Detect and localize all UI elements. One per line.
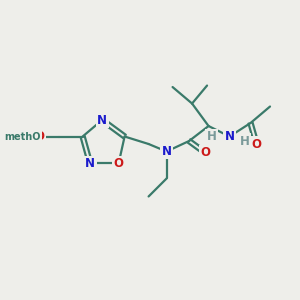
Text: N: N bbox=[162, 145, 172, 158]
Text: N: N bbox=[224, 130, 235, 143]
Text: O: O bbox=[114, 157, 124, 170]
Text: methO: methO bbox=[4, 131, 41, 142]
Text: H: H bbox=[207, 130, 217, 143]
Text: O: O bbox=[201, 146, 211, 160]
Text: H: H bbox=[240, 134, 250, 148]
Text: N: N bbox=[85, 157, 95, 170]
Text: O: O bbox=[34, 130, 44, 143]
Text: N: N bbox=[97, 113, 107, 127]
Text: O: O bbox=[251, 137, 262, 151]
